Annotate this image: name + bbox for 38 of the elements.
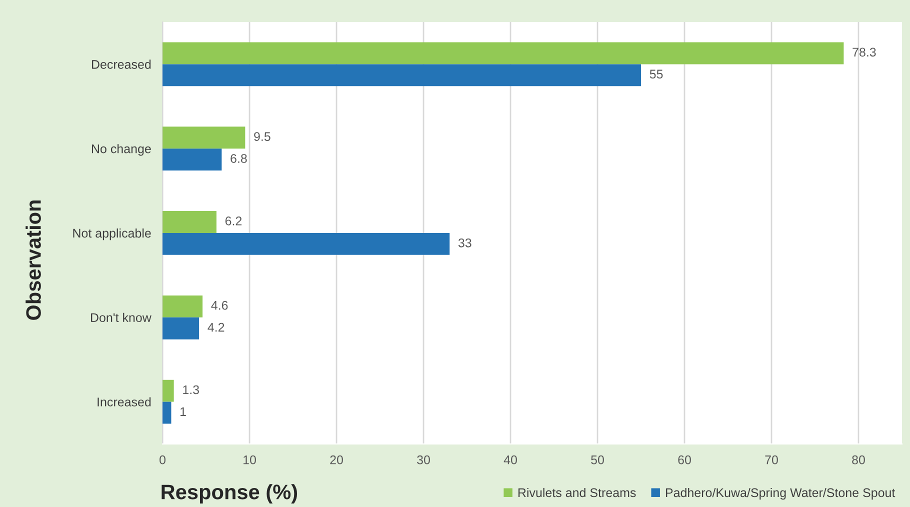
x-tick-label: 20 bbox=[330, 455, 343, 464]
bar bbox=[162, 126, 246, 149]
bar bbox=[162, 317, 200, 340]
bar bbox=[162, 402, 172, 424]
x-tick-label: 50 bbox=[591, 455, 604, 464]
bar bbox=[162, 64, 642, 86]
bar bbox=[162, 211, 216, 233]
data-label: 4.2 bbox=[208, 322, 224, 332]
data-label: 1.3 bbox=[183, 385, 199, 394]
data-label: 55 bbox=[650, 70, 663, 79]
data-label: 33 bbox=[458, 238, 472, 248]
bar bbox=[162, 232, 450, 255]
data-label: 4.6 bbox=[211, 300, 228, 310]
bar bbox=[162, 295, 203, 318]
y-tick-label: Don't know bbox=[91, 312, 152, 322]
x-tick-label: 10 bbox=[244, 455, 256, 464]
x-tick-label: 0 bbox=[160, 455, 166, 464]
bar bbox=[162, 380, 174, 402]
bar bbox=[162, 148, 222, 171]
data-label: 6.2 bbox=[225, 216, 242, 226]
x-tick-label: 70 bbox=[765, 455, 778, 464]
y-tick-label: Increased bbox=[98, 397, 151, 406]
y-axis-title: Observation bbox=[26, 200, 41, 320]
data-label: 9.5 bbox=[254, 132, 270, 141]
data-label: 6.8 bbox=[230, 154, 247, 163]
x-tick-label: 30 bbox=[417, 455, 430, 464]
y-tick-label: Not applicable bbox=[73, 228, 151, 240]
legend-label: Rivulets and Streams bbox=[518, 488, 636, 498]
x-tick-label: 40 bbox=[504, 455, 517, 464]
x-tick-label: 80 bbox=[852, 455, 865, 464]
y-tick-label: Decreased bbox=[92, 60, 151, 69]
data-label: 1 bbox=[180, 407, 186, 416]
x-axis-title: Response (%) bbox=[162, 484, 298, 504]
legend-label: Padhero/Kuwa/Spring Water/Stone Spout bbox=[666, 488, 896, 500]
y-tick-label: No change bbox=[92, 144, 151, 156]
data-label: 78.3 bbox=[852, 48, 876, 57]
x-tick-label: 60 bbox=[678, 455, 691, 464]
bar bbox=[162, 42, 844, 64]
